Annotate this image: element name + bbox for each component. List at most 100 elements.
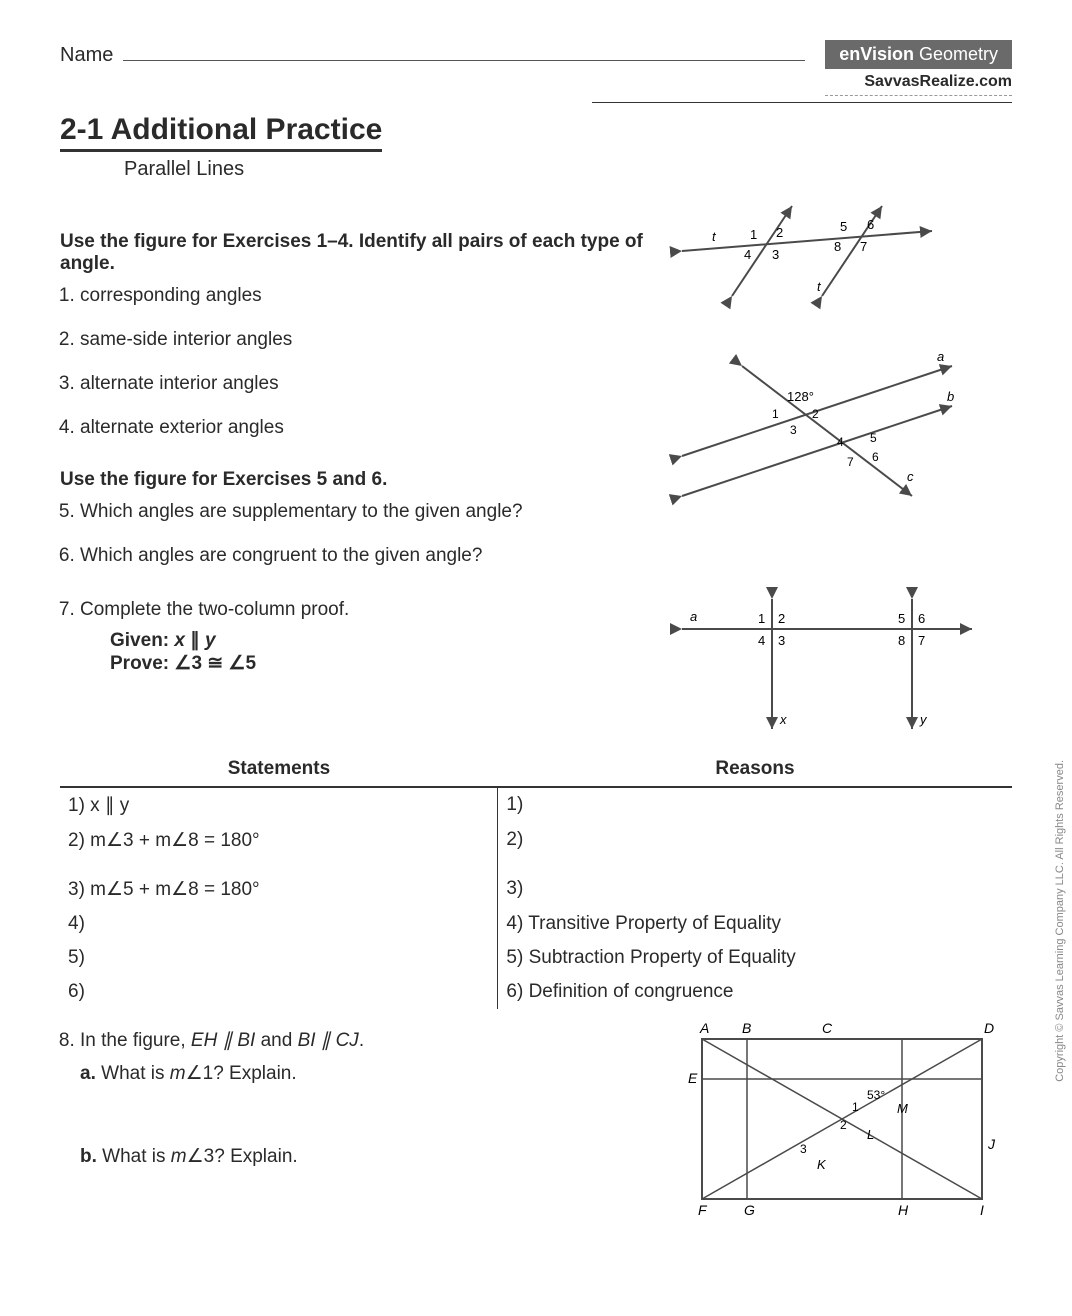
name-line: Name [60, 40, 825, 67]
q7-prove: Prove: ∠3 ≅ ∠5 [110, 652, 652, 675]
instruction-2: Use the figure for Exercises 5 and 6. [60, 469, 652, 491]
f4A: A [699, 1020, 709, 1036]
fig3-2: 2 [778, 611, 785, 626]
question-7: Complete the two-column proof. Given: x … [80, 599, 652, 675]
fig2-a: a [937, 349, 944, 364]
f4-53: 53° [867, 1088, 885, 1102]
s6: 6) [60, 975, 498, 1009]
brand-box: enVision Geometry SavvasRealize.com [825, 40, 1012, 96]
fig1-7: 7 [860, 239, 867, 254]
fig1-t: t [712, 229, 717, 244]
figure-4: A B C D E F G H I J K L M 53° 1 2 3 [672, 1019, 1012, 1219]
f4G: G [744, 1202, 755, 1218]
fig2-3: 3 [790, 423, 797, 437]
fig2-4: 4 [837, 435, 844, 449]
q2: same-side interior angles [80, 329, 652, 351]
q8-a5: . [359, 1030, 364, 1051]
fig3-5: 5 [898, 611, 905, 626]
q8b: b. What is m∠3? Explain. [80, 1145, 652, 1168]
f4-2: 2 [840, 1118, 847, 1132]
s5: 5) [60, 941, 498, 975]
f4L: L [867, 1127, 874, 1142]
fig3-1: 1 [758, 611, 765, 626]
fig3-4: 4 [758, 633, 765, 648]
fig1-2: 2 [776, 225, 783, 240]
q8a: a. What is m∠1? Explain. [80, 1062, 652, 1085]
q8-a2: EH ∥ BI [191, 1030, 255, 1051]
fig2-5: 5 [870, 431, 877, 445]
fig1-3: 3 [772, 247, 779, 262]
q7-text: Complete the two-column proof. [80, 599, 349, 620]
fig3-8: 8 [898, 633, 905, 648]
q8: In the figure, EH ∥ BI and BI ∥ CJ. a. W… [80, 1029, 652, 1168]
figure-3: a x y 1 2 3 4 5 6 7 8 [672, 589, 992, 739]
f4K: K [817, 1157, 827, 1172]
questions-1-4: corresponding angles same-side interior … [80, 285, 652, 439]
fig2-7: 7 [847, 455, 854, 469]
q7: Complete the two-column proof. Given: x … [80, 599, 652, 675]
q5: Which angles are supplementary to the gi… [80, 501, 652, 523]
header-divider [592, 102, 1012, 103]
fig2-c: c [907, 469, 914, 484]
fig3-7: 7 [918, 633, 925, 648]
q7-given: Given: x ∥ y [110, 629, 652, 652]
f4H: H [898, 1202, 909, 1218]
brand-thin: Geometry [914, 44, 998, 64]
r4: 4) Transitive Property of Equality [498, 907, 1012, 941]
s3: 3) m∠5 + m∠8 = 180° [60, 858, 498, 907]
f4J: J [987, 1136, 996, 1152]
brand-bold: enVision [839, 44, 914, 64]
f4I: I [980, 1202, 984, 1218]
hdr-reasons: Reasons [498, 752, 1012, 787]
fig3-a: a [690, 609, 697, 624]
title-block: 2-1 Additional Practice Parallel Lines [60, 113, 1012, 181]
question-8: In the figure, EH ∥ BI and BI ∥ CJ. a. W… [80, 1029, 652, 1168]
q8-a1: In the figure, [80, 1030, 191, 1051]
fig1-t2: t [817, 279, 822, 294]
q1: corresponding angles [80, 285, 652, 307]
fig2-1: 1 [772, 407, 779, 421]
fig3-x: x [779, 712, 787, 727]
f4E: E [688, 1070, 698, 1086]
r6: 6) Definition of congruence [498, 975, 1012, 1009]
fig2-6: 6 [872, 450, 879, 464]
name-label: Name [60, 44, 113, 67]
fig1-5: 5 [840, 219, 847, 234]
r2: 2) [498, 823, 1012, 858]
f4F: F [698, 1202, 708, 1218]
s4: 4) [60, 907, 498, 941]
fig2-2: 2 [812, 407, 819, 421]
hdr-statements: Statements [60, 752, 498, 787]
fig2-128: 128° [787, 389, 814, 404]
r3: 3) [498, 858, 1012, 907]
brand-url: SavvasRealize.com [825, 73, 1012, 96]
fig3-3: 3 [778, 633, 785, 648]
copyright: Copyright © Savvas Learning Company LLC.… [1054, 760, 1066, 1082]
fig1-6: 6 [867, 217, 874, 232]
f4C: C [822, 1020, 833, 1036]
brand-title: enVision Geometry [825, 40, 1012, 69]
f4B: B [742, 1020, 751, 1036]
subtitle: Parallel Lines [124, 158, 1012, 181]
figure-2: a b c 128° 1 2 3 4 5 6 7 [672, 346, 972, 506]
q3: alternate interior angles [80, 373, 652, 395]
fig1-4: 4 [744, 247, 751, 262]
q8-a3: and [255, 1030, 297, 1051]
instruction-1: Use the figure for Exercises 1–4. Identi… [60, 231, 652, 275]
f4D: D [984, 1020, 994, 1036]
r5: 5) Subtraction Property of Equality [498, 941, 1012, 975]
fig1-8: 8 [834, 239, 841, 254]
q8-a4: BI ∥ CJ [298, 1030, 359, 1051]
fig1-1: 1 [750, 227, 757, 242]
q4: alternate exterior angles [80, 417, 652, 439]
r1: 1) [498, 787, 1012, 823]
name-blank[interactable] [123, 40, 805, 61]
s1: 1) x ∥ y [60, 787, 498, 823]
f4M: M [897, 1101, 908, 1116]
header-row: Name enVision Geometry SavvasRealize.com [60, 40, 1012, 96]
fig3-6: 6 [918, 611, 925, 626]
f4-1: 1 [852, 1100, 859, 1114]
figure-1: t 1 2 3 4 5 6 7 8 t [672, 201, 952, 311]
fig2-b: b [947, 389, 954, 404]
questions-5-6: Which angles are supplementary to the gi… [80, 501, 652, 567]
